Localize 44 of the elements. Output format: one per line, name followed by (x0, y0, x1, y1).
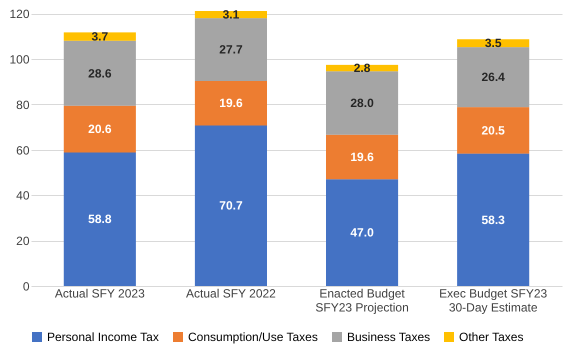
x-tick-label: Actual SFY 2022 (186, 286, 276, 300)
bar (64, 106, 136, 152)
y-tick-label: 100 (9, 52, 30, 66)
legend-label: Business Taxes (347, 330, 430, 344)
bar (457, 154, 530, 286)
y-tick-label: 40 (16, 188, 30, 203)
data-label: 3.5 (484, 36, 502, 50)
bar (64, 40, 136, 106)
bar (326, 179, 398, 286)
y-tick-label: 60 (16, 143, 30, 158)
data-label: 19.6 (219, 96, 243, 110)
data-label: 26.4 (481, 70, 506, 84)
bar (457, 47, 530, 108)
bar (64, 152, 136, 286)
x-tick-label: Enacted Budget SFY23 Projection (315, 286, 409, 314)
y-tick-label: 0 (22, 280, 30, 294)
bar (457, 107, 530, 154)
data-label: 58.8 (88, 212, 112, 226)
data-label: 28.6 (88, 66, 112, 80)
data-label: 3.7 (91, 30, 108, 44)
data-label: 28.0 (350, 96, 374, 110)
data-label: 58.3 (481, 212, 506, 227)
data-label: 27.7 (219, 42, 243, 57)
data-label: 47.0 (350, 226, 374, 240)
y-tick-label: 20 (16, 234, 30, 248)
bar (194, 18, 267, 81)
x-tick-label: Actual SFY 2023 (54, 286, 146, 300)
bar (194, 80, 267, 126)
legend-label: Other Taxes (459, 330, 524, 344)
x-tick-label: Exec Budget SFY23 30-Day Estimate (439, 286, 548, 314)
legend-label: Personal Income Tax (47, 330, 159, 344)
bar (326, 134, 398, 180)
bar (326, 71, 398, 135)
data-label: 3.1 (222, 8, 240, 22)
bar (194, 125, 267, 286)
y-tick-label: 80 (16, 98, 30, 112)
data-label: 20.6 (88, 122, 112, 136)
data-label: 70.7 (219, 198, 243, 213)
data-label: 20.5 (481, 123, 506, 138)
bar (64, 32, 136, 41)
y-tick-label: 120 (9, 7, 30, 22)
legend-label: Consumption/Use Taxes (188, 330, 318, 344)
data-label: 19.6 (350, 150, 374, 164)
data-label: 2.8 (354, 61, 371, 76)
